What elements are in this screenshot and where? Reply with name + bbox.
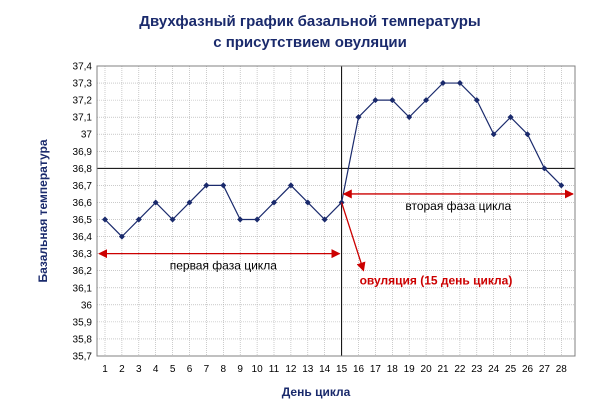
x-tick-label: 10: [252, 364, 264, 375]
data-point: [541, 165, 548, 172]
y-tick-label: 37,4: [73, 62, 93, 73]
x-tick-label: 24: [488, 364, 500, 375]
data-point: [169, 216, 176, 223]
phase2-label: вторая фаза цикла: [405, 199, 511, 213]
data-point: [271, 199, 277, 206]
x-tick-label: 11: [269, 364, 280, 375]
x-tick-label: 4: [153, 364, 159, 375]
x-tick-label: 12: [285, 364, 297, 375]
reference-lines: [97, 66, 575, 356]
data-point: [237, 216, 244, 223]
y-tick-label: 36,3: [73, 249, 93, 260]
ovulation-label: овуляция (15 день цикла): [360, 274, 513, 288]
y-tick-label: 36,6: [73, 198, 93, 209]
chart-title-line-1: Двухфазный график базальной температуры: [139, 13, 480, 30]
data-point: [389, 97, 396, 104]
y-tick-label: 36,8: [73, 164, 93, 175]
x-tick-label: 17: [370, 364, 382, 375]
x-tick-label: 28: [556, 364, 568, 375]
data-point: [423, 97, 430, 104]
y-tick-label: 36,7: [73, 181, 93, 192]
x-axis-label: День цикла: [282, 385, 351, 399]
x-tick-labels: 1 2 3 4 5 6 7 8 9 10 11 12 13 14 15 16 17 18 19 20 21 22 23 24 2…: [102, 364, 567, 375]
data-point: [203, 182, 210, 189]
grid-lines: [97, 65, 575, 357]
y-tick-label: 36,4: [73, 232, 93, 243]
y-tick-label: 35,9: [73, 317, 93, 328]
y-axis-label: Базальная температура: [36, 139, 50, 282]
x-tick-label: 20: [421, 364, 433, 375]
data-point: [321, 216, 328, 223]
y-tick-labels: 35,7 35,8 35,9 36 36,1 36,2 36,3 36,4 36,5 36,6 36…: [73, 62, 93, 363]
annotations: первая фаза цикла вторая фаза цикла овуляц…: [98, 189, 574, 288]
plot-frame: [96, 65, 576, 357]
x-tick-label: 2: [119, 364, 125, 375]
y-tick-label: 37,2: [73, 96, 93, 107]
x-tick-label: 27: [539, 364, 551, 375]
ovulation-arrow: [340, 202, 366, 272]
x-tick-label: 8: [221, 364, 227, 375]
data-point: [456, 80, 463, 87]
data-point: [102, 216, 108, 223]
data-point: [254, 216, 261, 223]
y-tick-label: 37,1: [73, 113, 93, 124]
y-tick-label: 36,9: [73, 147, 93, 158]
data-point: [473, 97, 480, 104]
x-tick-label: 5: [170, 364, 176, 375]
chart-title-line-2: с присутствием овуляции: [213, 34, 407, 51]
y-tick-label: 36,1: [73, 283, 93, 294]
y-tick-label: 35,7: [73, 352, 93, 363]
data-point: [304, 199, 311, 206]
data-point: [372, 97, 379, 104]
data-point: [406, 114, 413, 121]
x-tick-label: 19: [404, 364, 416, 375]
x-tick-label: 1: [102, 364, 108, 375]
x-tick-label: 15: [336, 364, 348, 375]
x-tick-label: 13: [302, 364, 314, 375]
x-tick-label: 21: [437, 364, 449, 375]
y-tick-label: 37,3: [73, 79, 93, 90]
y-tick-label: 36,2: [73, 266, 93, 277]
data-point: [490, 131, 497, 138]
x-tick-label: 16: [353, 364, 365, 375]
x-tick-label: 23: [471, 364, 483, 375]
data-point: [135, 216, 142, 223]
series-line: [104, 82, 562, 238]
data-point: [287, 182, 294, 189]
y-tick-label: 35,8: [73, 334, 93, 345]
y-tick-label: 36,5: [73, 215, 93, 226]
data-point: [118, 233, 125, 240]
y-tick-label: 37: [81, 130, 93, 141]
x-tick-label: 18: [387, 364, 399, 375]
data-point: [355, 114, 362, 121]
y-tick-label: 36: [81, 300, 93, 311]
x-tick-label: 3: [136, 364, 142, 375]
x-tick-label: 9: [237, 364, 243, 375]
x-tick-label: 6: [187, 364, 193, 375]
data-point: [524, 131, 531, 138]
x-tick-label: 25: [505, 364, 517, 375]
phase1-label: первая фаза цикла: [170, 259, 277, 273]
x-tick-label: 7: [204, 364, 210, 375]
data-point: [186, 199, 193, 206]
data-point: [507, 114, 514, 121]
x-tick-label: 22: [454, 364, 466, 375]
data-point: [220, 182, 227, 189]
data-point: [558, 182, 565, 189]
x-tick-label: 26: [522, 364, 534, 375]
data-point: [440, 80, 446, 87]
x-tick-label: 14: [319, 364, 331, 375]
data-point: [152, 199, 159, 206]
series-group: [102, 80, 565, 240]
